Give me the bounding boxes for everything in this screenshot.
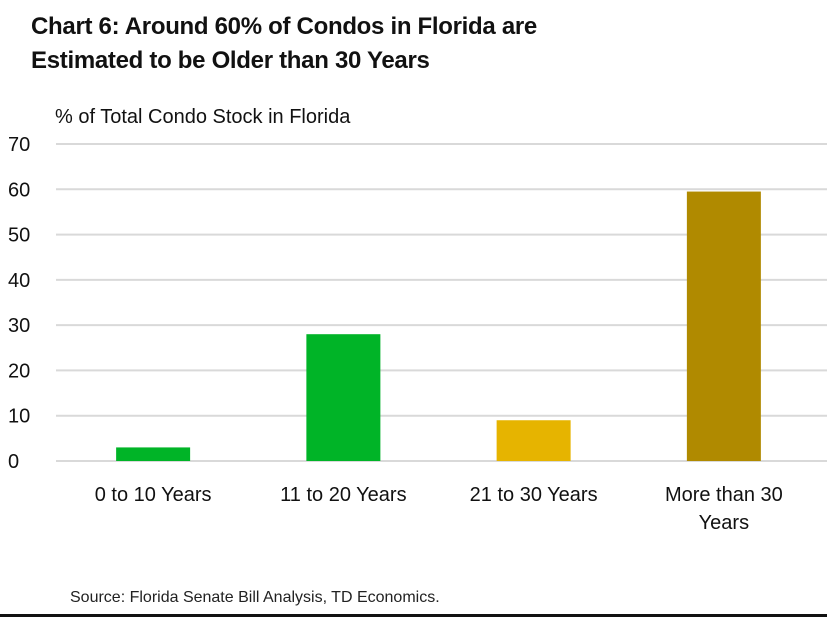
y-tick-label: 40	[8, 270, 30, 292]
chart-title-line-1: Chart 6: Around 60% of Condos in Florida…	[31, 13, 537, 40]
bar	[686, 191, 761, 462]
chart-title: Chart 6: Around 60% of Condos in Florida…	[31, 10, 537, 78]
y-tick-label: 10	[8, 406, 30, 428]
y-tick-label: 60	[8, 179, 30, 201]
bar	[306, 334, 381, 461]
x-tick-label: More than 30	[665, 484, 783, 506]
x-tick-label: 11 to 20 Years	[280, 484, 406, 506]
source-note: Source: Florida Senate Bill Analysis, TD…	[70, 589, 440, 606]
chart-title-line-2: Estimated to be Older than 30 Years	[31, 47, 430, 74]
y-tick-label: 0	[8, 451, 19, 473]
x-tick-label: 0 to 10 Years	[95, 484, 212, 506]
x-tick-label: Years	[699, 512, 749, 534]
y-tick-label: 70	[8, 134, 30, 156]
bottom-rule	[0, 614, 827, 617]
x-tick-label: 21 to 30 Years	[470, 484, 598, 506]
y-axis-label: % of Total Condo Stock in Florida	[55, 106, 351, 128]
bar	[116, 447, 191, 461]
bar	[496, 420, 571, 461]
y-tick-label: 50	[8, 225, 30, 247]
y-tick-label: 30	[8, 315, 30, 337]
y-tick-label: 20	[8, 360, 30, 382]
